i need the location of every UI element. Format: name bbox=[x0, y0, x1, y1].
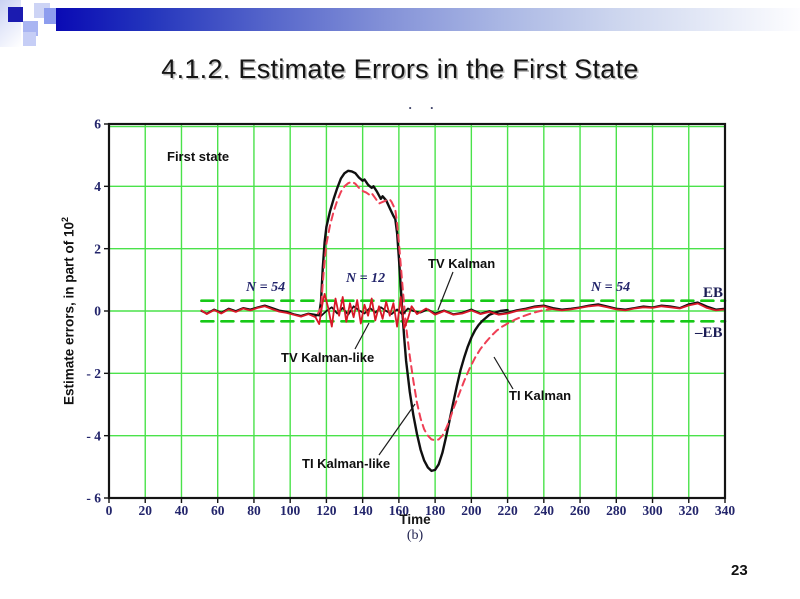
svg-text:4: 4 bbox=[94, 179, 101, 194]
chart-annotation-minus-eb: –EB bbox=[695, 325, 723, 341]
svg-text:0: 0 bbox=[106, 503, 113, 518]
svg-text:240: 240 bbox=[534, 503, 555, 518]
deco-square-pale bbox=[23, 32, 36, 46]
chart-annotation-eb: EB bbox=[703, 285, 724, 301]
svg-text:140: 140 bbox=[353, 503, 374, 518]
chart-annotation-ti-kalman: TI Kalman bbox=[509, 388, 572, 403]
deco-square-dark bbox=[8, 7, 23, 22]
svg-text:180: 180 bbox=[425, 503, 446, 518]
svg-text:- 2: - 2 bbox=[86, 366, 101, 381]
svg-text:60: 60 bbox=[211, 503, 225, 518]
svg-text:280: 280 bbox=[606, 503, 627, 518]
chart-annotation-tv-kalman: TV Kalman bbox=[428, 256, 496, 271]
svg-text:300: 300 bbox=[642, 503, 663, 518]
chart-annotation-n54-left: N = 54 bbox=[246, 280, 286, 295]
page-title: 4.1.2. Estimate Errors in the First Stat… bbox=[161, 54, 639, 84]
svg-text:- 6: - 6 bbox=[86, 491, 101, 506]
svg-text:0: 0 bbox=[94, 304, 101, 319]
chart-annotation-n12: N = 12 bbox=[346, 271, 386, 286]
chart-annotation-n54-right: N = 54 bbox=[591, 280, 631, 295]
y-axis-title-exponent: 2 bbox=[59, 216, 70, 222]
x-axis-subtitle: (b) bbox=[406, 528, 424, 543]
svg-text:80: 80 bbox=[247, 503, 261, 518]
y-axis-title: Estimate errors, in part of 102 bbox=[60, 217, 77, 405]
svg-text:160: 160 bbox=[389, 503, 410, 518]
deco-gradient-bar bbox=[56, 8, 800, 31]
svg-text:320: 320 bbox=[679, 503, 700, 518]
svg-text:220: 220 bbox=[497, 503, 518, 518]
page-number: 23 bbox=[731, 562, 748, 579]
deco-square-medium bbox=[44, 8, 57, 24]
svg-text:260: 260 bbox=[570, 503, 591, 518]
svg-text:120: 120 bbox=[316, 503, 337, 518]
svg-text:200: 200 bbox=[461, 503, 482, 518]
svg-text:6: 6 bbox=[94, 117, 101, 132]
y-axis-title-text: Estimate errors, in part of 10 bbox=[61, 221, 77, 406]
svg-text:340: 340 bbox=[715, 503, 736, 518]
svg-text:20: 20 bbox=[138, 503, 152, 518]
svg-text:100: 100 bbox=[280, 503, 301, 518]
svg-text:- 4: - 4 bbox=[86, 428, 101, 443]
chart-annotation-ti-kalman-like: TI Kalman-like bbox=[302, 456, 391, 471]
x-axis-title: Time bbox=[399, 512, 431, 527]
cropped-text-marks: · · bbox=[408, 100, 441, 115]
svg-text:40: 40 bbox=[175, 503, 189, 518]
chart-annotation-tv-kalman-like: TV Kalman-like bbox=[281, 350, 375, 365]
svg-text:2: 2 bbox=[94, 241, 101, 256]
chart-annotation-first-state: First state bbox=[167, 149, 230, 164]
